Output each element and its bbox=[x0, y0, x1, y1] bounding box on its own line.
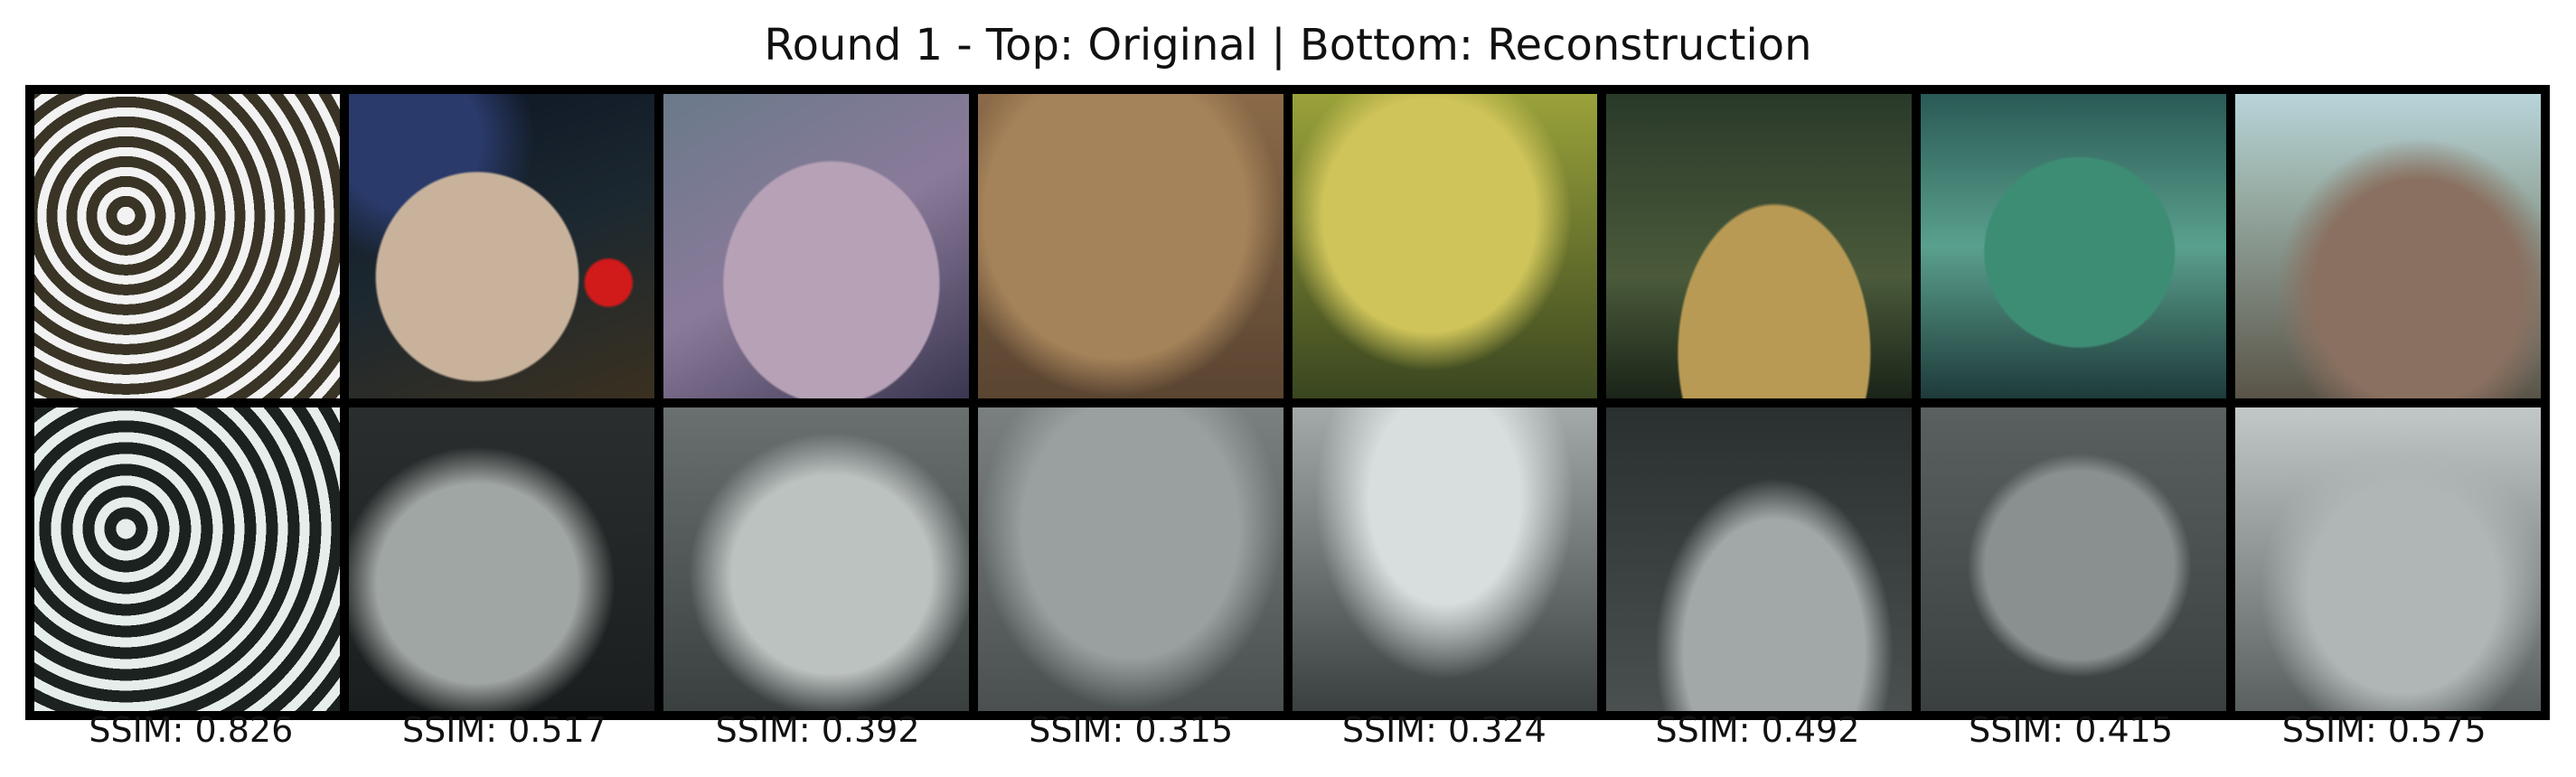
original-image bbox=[663, 94, 969, 398]
ssim-label: SSIM: 0.315 bbox=[1029, 710, 1234, 750]
ssim-label: SSIM: 0.415 bbox=[1969, 710, 2174, 750]
reconstruction-image bbox=[977, 407, 1283, 711]
ssim-label: SSIM: 0.392 bbox=[715, 710, 920, 750]
reconstruction-image bbox=[2235, 407, 2541, 711]
reconstruction-image bbox=[1921, 407, 2227, 711]
ssim-label: SSIM: 0.575 bbox=[2281, 710, 2487, 750]
reconstruction-image bbox=[1606, 407, 1913, 711]
original-image bbox=[348, 94, 654, 398]
reconstruction-image bbox=[34, 407, 340, 711]
original-image bbox=[977, 94, 1283, 398]
original-image bbox=[1921, 94, 2227, 398]
reconstruction-image bbox=[1292, 407, 1598, 711]
reconstruction-image bbox=[663, 407, 969, 711]
original-image bbox=[1606, 94, 1913, 398]
reconstruction-image bbox=[348, 407, 654, 711]
ssim-label: SSIM: 0.517 bbox=[401, 710, 606, 750]
figure-title: Round 1 - Top: Original | Bottom: Recons… bbox=[764, 20, 1812, 70]
original-image bbox=[2235, 94, 2541, 398]
image-grid bbox=[25, 85, 2550, 720]
ssim-label: SSIM: 0.324 bbox=[1341, 710, 1547, 750]
original-image bbox=[34, 94, 340, 398]
original-image bbox=[1292, 94, 1598, 398]
ssim-label: SSIM: 0.826 bbox=[89, 710, 294, 750]
ssim-label: SSIM: 0.492 bbox=[1655, 710, 1860, 750]
ssim-labels-row: SSIM: 0.826 SSIM: 0.517 SSIM: 0.392 SSIM… bbox=[25, 710, 2550, 750]
